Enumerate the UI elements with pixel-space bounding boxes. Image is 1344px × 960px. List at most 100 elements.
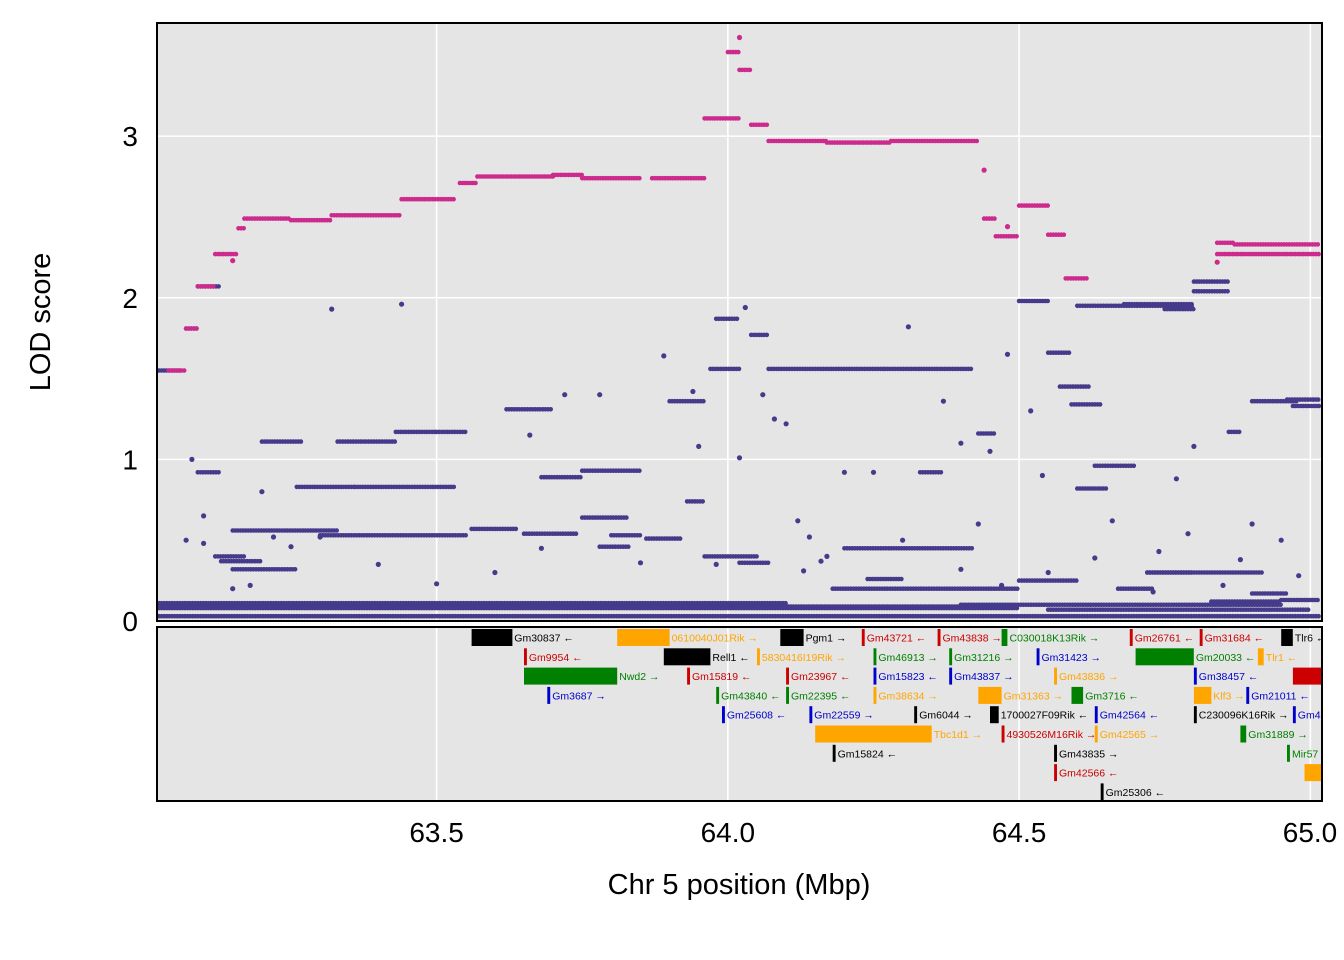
lod-point xyxy=(201,540,207,547)
gene-box xyxy=(1193,667,1197,685)
lod-point xyxy=(1237,557,1243,563)
gene-box xyxy=(786,667,789,685)
gene: Gm15819 ← xyxy=(687,667,752,685)
lod-point xyxy=(1225,289,1230,294)
lod-point xyxy=(292,567,298,572)
gene: Gm6044 → xyxy=(914,706,973,724)
lod-point xyxy=(1045,298,1050,304)
gene-box xyxy=(524,648,527,666)
lod-panel-border xyxy=(156,22,1323,622)
gene-label: Gm42564 ← xyxy=(1100,710,1160,722)
gene: 5830416I19Rik → xyxy=(757,648,846,666)
lod-point xyxy=(1278,537,1284,543)
lod-point xyxy=(818,558,824,564)
lod-point xyxy=(736,49,741,55)
lod-point xyxy=(734,316,740,322)
gene: Gm46913 → xyxy=(873,648,938,666)
lod-point xyxy=(713,561,719,568)
gene-label: Gm38457 ← xyxy=(1199,671,1259,683)
lod-point xyxy=(1074,578,1079,583)
lod-point xyxy=(841,469,848,475)
gene-box xyxy=(547,686,551,704)
lod-point xyxy=(1097,402,1103,407)
gene-panel-background xyxy=(157,627,1322,801)
gene-box xyxy=(1054,744,1057,762)
gene-label: Gm15824 ← xyxy=(838,748,898,760)
lod-panel-background xyxy=(157,23,1322,621)
lod-panel xyxy=(156,22,1323,622)
x-axis-title: Chr 5 position (Mbp) xyxy=(608,869,871,901)
lod-point xyxy=(288,544,294,550)
lod-point xyxy=(434,581,440,587)
gene: Gm20033 ← xyxy=(1135,648,1255,666)
lod-point xyxy=(538,545,545,551)
gene: Gm25306 ← xyxy=(1100,783,1165,801)
lod-point xyxy=(1004,351,1011,357)
y-tick-label: 2 xyxy=(122,283,138,314)
gene-box xyxy=(873,667,877,685)
lod-point xyxy=(1150,589,1156,595)
lod-point xyxy=(247,582,253,589)
gene: Gm38634 → xyxy=(873,686,938,704)
gene-box xyxy=(757,648,760,666)
gene-label: Gm43835 → xyxy=(1059,748,1119,760)
gene-label: Gm22395 ← xyxy=(791,690,851,702)
gene-label: Gm26761 ← xyxy=(1135,633,1195,645)
gene-box xyxy=(617,629,670,646)
lod-point xyxy=(1061,232,1067,237)
lod-point xyxy=(736,116,741,121)
lod-point xyxy=(1296,573,1302,579)
y-axis-title: LOD score xyxy=(25,253,57,392)
lod-point xyxy=(462,429,468,435)
gene-label: Gm9954 ← xyxy=(529,652,583,664)
gene-box xyxy=(873,648,877,666)
gene-box xyxy=(978,686,1002,704)
lod-point xyxy=(329,306,335,312)
gene-box xyxy=(1199,629,1203,646)
lod-point xyxy=(375,561,381,568)
gene: Klf3 → xyxy=(1193,686,1245,704)
gene: Gm43836 → xyxy=(1054,667,1119,685)
gene: Gm22559 → xyxy=(809,706,874,724)
lod-point xyxy=(1316,403,1322,409)
gene-label: Gm43836 → xyxy=(1059,671,1119,683)
gene: Gm26761 ← xyxy=(1129,629,1195,646)
gene-box xyxy=(1129,629,1133,646)
gene: Mir57 xyxy=(1287,744,1318,762)
lod-point xyxy=(527,432,533,438)
y-tick-label: 0 xyxy=(122,606,138,637)
lod-point xyxy=(736,34,743,41)
gene-label: Gm38634 → xyxy=(878,690,938,702)
y-axis-ticks: 0 1 2 3 xyxy=(122,121,138,637)
lod-point xyxy=(999,582,1005,589)
lod-point xyxy=(1086,384,1091,389)
gene-label: Gm43840 ← xyxy=(721,690,781,702)
gene-box xyxy=(1094,706,1098,724)
gene: Tlr6 ← xyxy=(1281,629,1322,646)
gene-box xyxy=(1281,629,1293,646)
series-other xyxy=(156,279,1322,619)
lod-point xyxy=(1315,597,1320,603)
lod-point xyxy=(1131,463,1137,469)
gene-box xyxy=(1257,648,1264,666)
x-tick-label: 65.0 xyxy=(1283,817,1338,848)
lod-point xyxy=(747,67,753,73)
lod-point xyxy=(270,534,277,540)
lod-point xyxy=(1045,203,1050,208)
gene-box xyxy=(949,648,953,666)
lod-point xyxy=(1014,234,1019,239)
gene-label: Pgm1 → xyxy=(806,633,847,645)
gene-box xyxy=(1054,764,1057,782)
gene-box xyxy=(815,725,932,743)
gene-label: Gm43837 → xyxy=(954,671,1014,683)
gene-label: C230096K16Rik → xyxy=(1199,710,1289,722)
lod-point xyxy=(760,392,766,398)
gene-box xyxy=(524,667,618,685)
gene: Gm25608 ← xyxy=(722,706,786,724)
gene-box xyxy=(1193,706,1197,724)
lod-point xyxy=(626,544,631,549)
gene: Gm3716 ← xyxy=(1071,686,1139,704)
lod-point xyxy=(677,536,683,541)
gene: Gm42564 ← xyxy=(1094,706,1160,724)
gene: Gm23967 ← xyxy=(786,667,851,685)
